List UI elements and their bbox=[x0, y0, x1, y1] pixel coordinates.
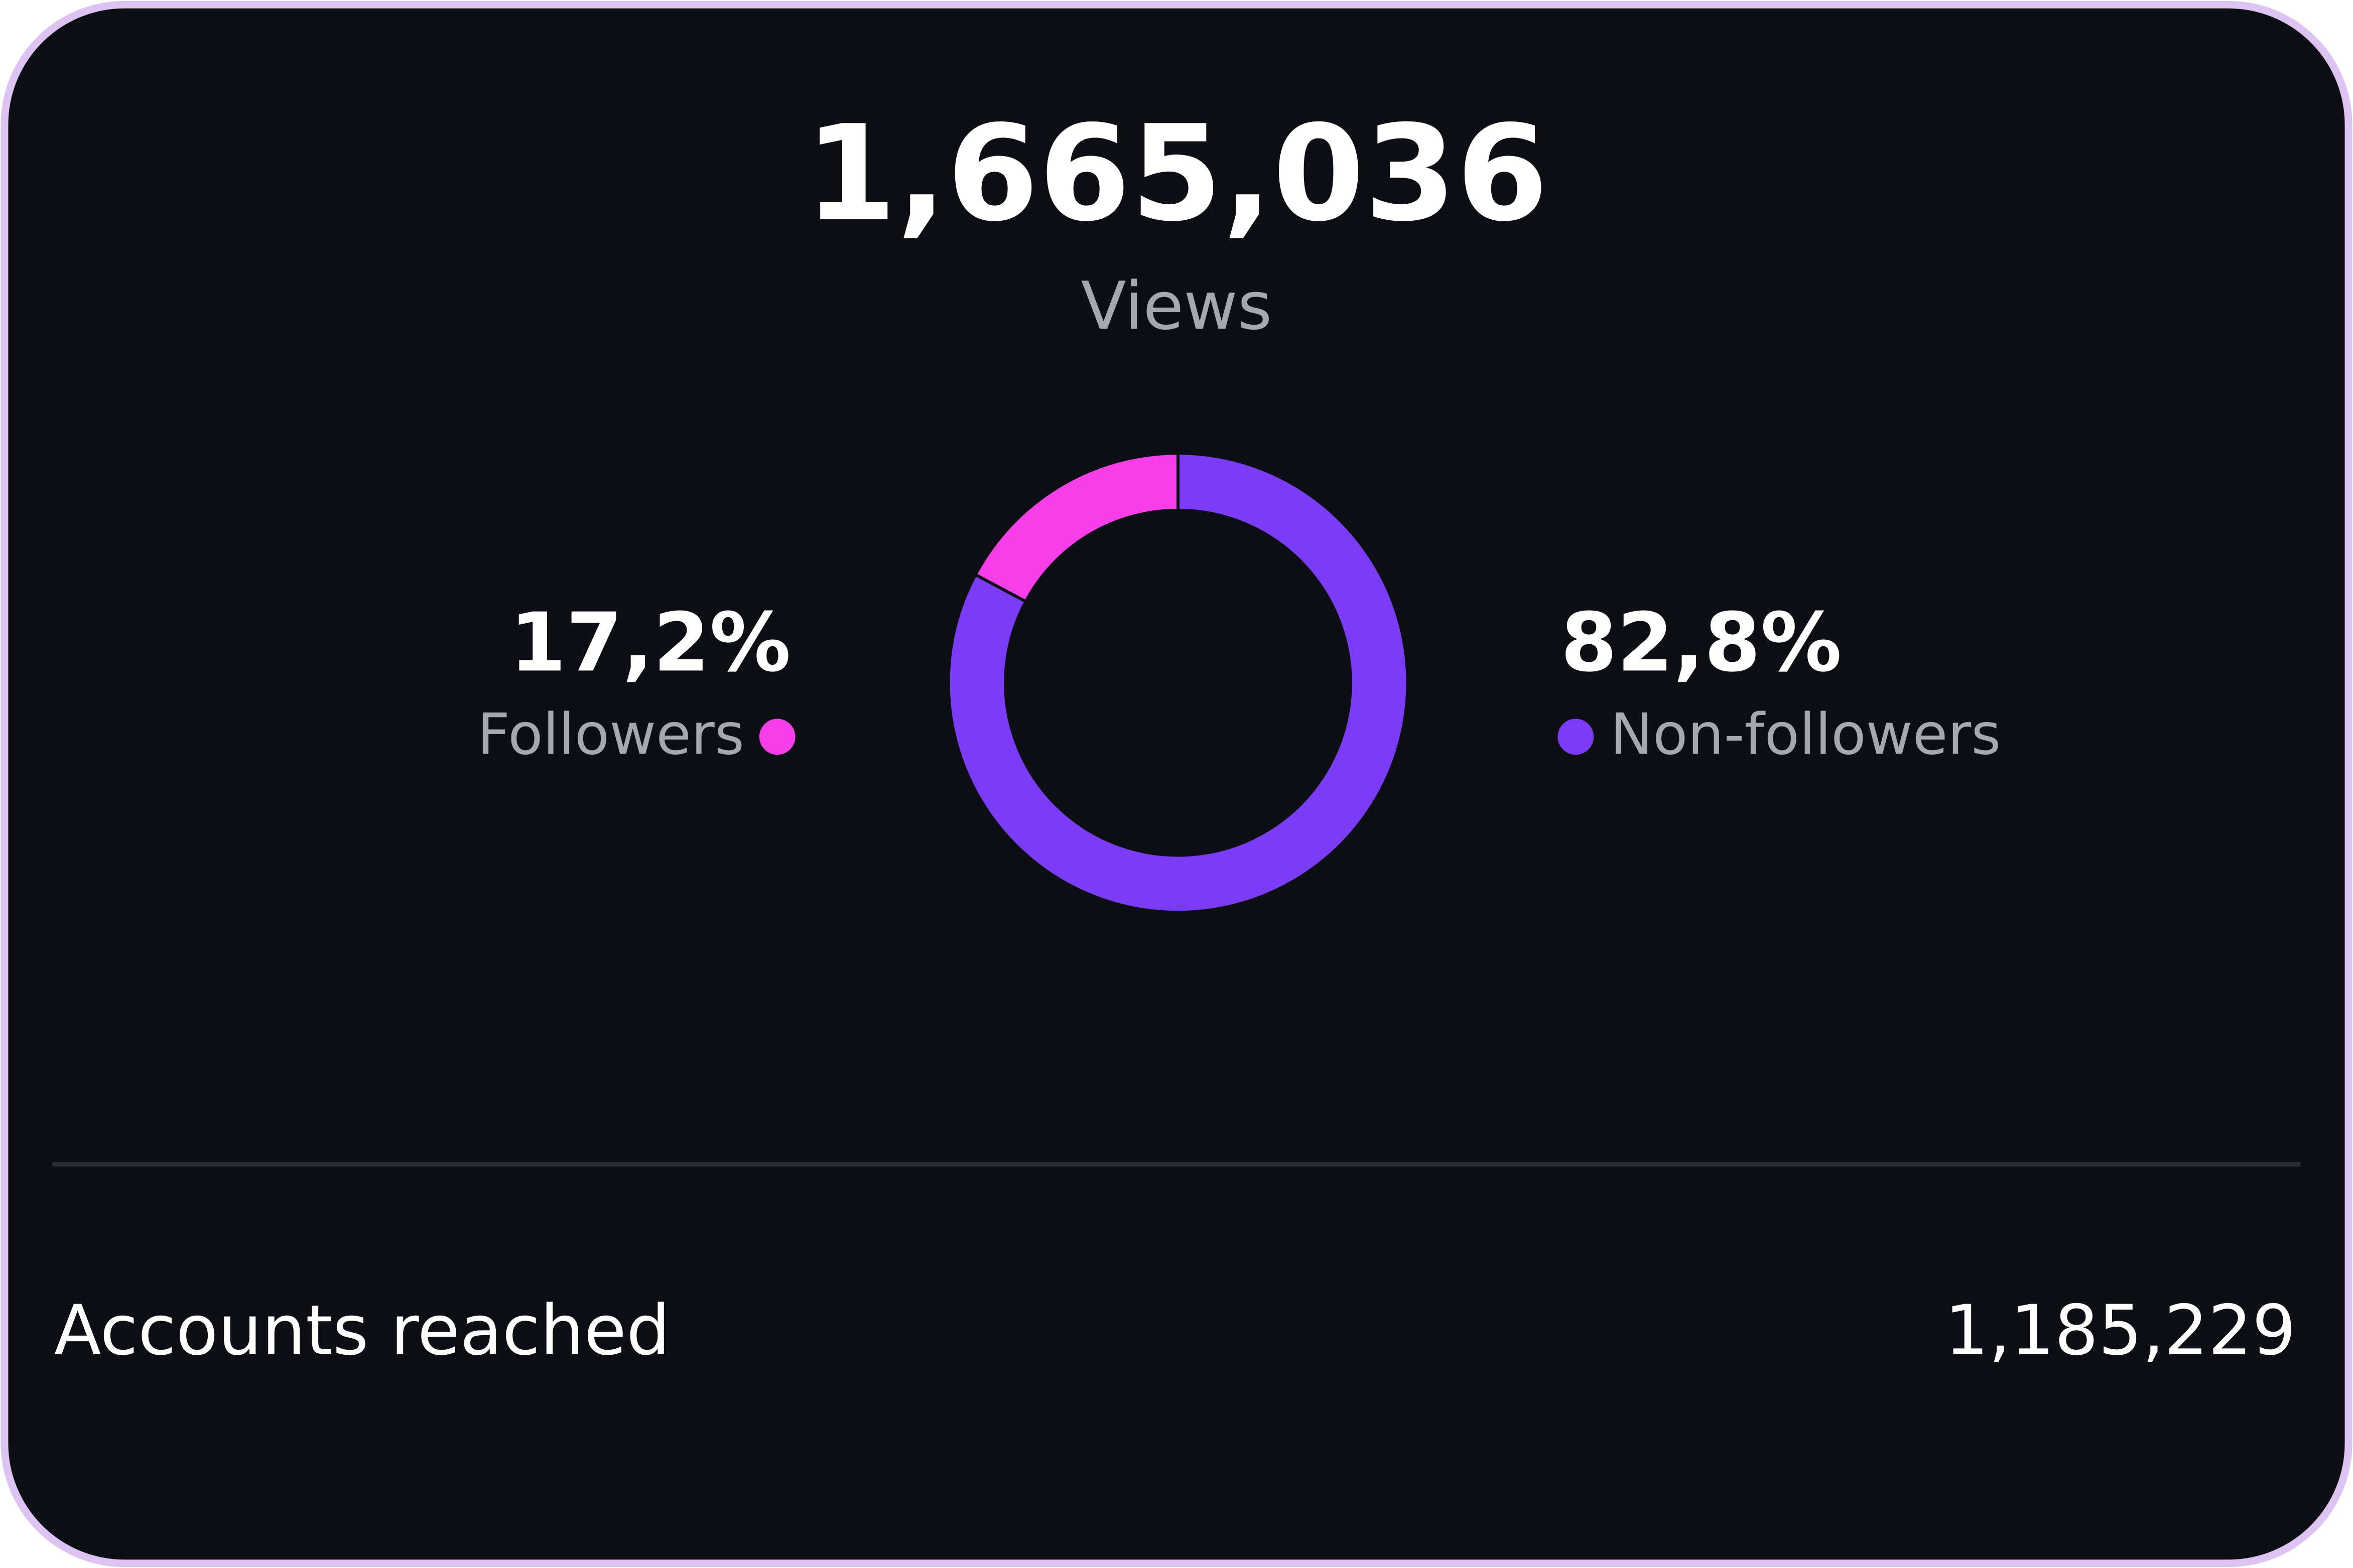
legend-label: Followers bbox=[477, 701, 744, 768]
legend-label: Non-followers bbox=[1610, 701, 2001, 768]
value-label: 82,8% bbox=[1560, 596, 1842, 690]
views-total: 1,665,036 bbox=[805, 97, 1548, 251]
value-label: 17,2% bbox=[510, 596, 791, 690]
footer-value: 1,185,229 bbox=[1945, 1291, 2296, 1371]
legend-dot bbox=[759, 719, 796, 755]
footer-label: Accounts reached bbox=[54, 1291, 671, 1371]
legend-dot bbox=[1557, 719, 1594, 755]
donut-segment bbox=[947, 452, 1409, 914]
views-label: Views bbox=[1081, 268, 1272, 345]
